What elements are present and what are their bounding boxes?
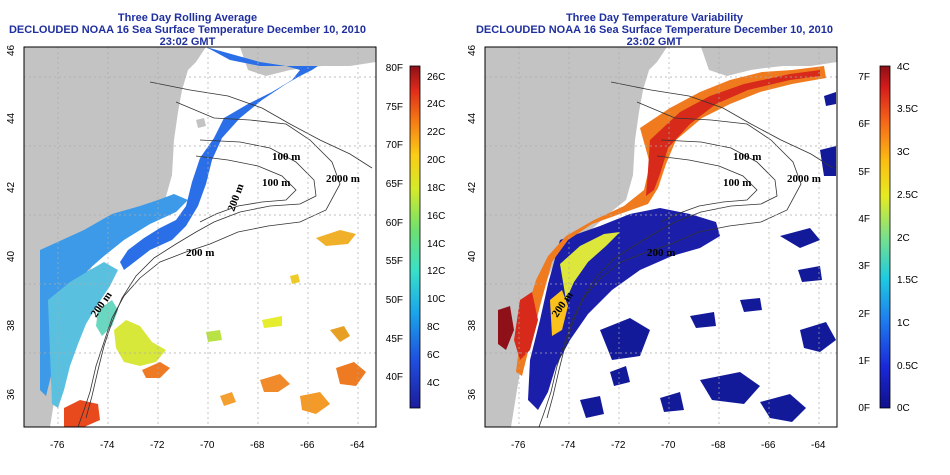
contour-label-2000m: 2000 m (787, 173, 821, 185)
contour-label-200m-b: 200 m (647, 247, 675, 259)
right-colorbar: 7F 6F 5F 4F 3F 2F 1F 0F 4C 3.5C 3C 2.5C … (858, 62, 918, 414)
left-ytick: 40 (6, 250, 17, 262)
left-ytick: 44 (6, 112, 17, 124)
left-cbar-f-label: 50F (386, 295, 403, 306)
right-xtick: -74 (561, 440, 576, 451)
right-title-line1: Three Day Temperature Variability (565, 12, 744, 24)
left-cbar-c-label: 10C (427, 294, 445, 305)
sst-shelf-blue (120, 47, 318, 270)
right-cbar-c-label: 0.5C (897, 361, 918, 372)
right-cbar-f-label: 0F (858, 403, 870, 414)
left-xtick: -66 (300, 440, 315, 451)
left-cbar-f-label: 80F (386, 63, 403, 74)
left-cbar-f-label: 70F (386, 140, 403, 151)
left-y-axis: 36 38 40 42 44 46 (6, 44, 17, 400)
contour-label-100m-b: 100 m (262, 177, 290, 189)
contour-label-100m-a: 100 m (733, 151, 761, 163)
left-cbar-c-label: 6C (427, 350, 440, 361)
left-xtick: -72 (150, 440, 165, 451)
contour-label-100m-a: 100 m (272, 151, 300, 163)
right-cbar-c-label: 2C (897, 233, 910, 244)
left-cbar-f-label: 55F (386, 256, 403, 267)
right-title-line2: DECLOUDED NOAA 16 Sea Surface Temperatur… (475, 24, 834, 48)
right-cbar-f-label: 6F (858, 119, 870, 130)
right-cbar-c-label: 2.5C (897, 190, 918, 201)
right-cbar-c-label: 0C (897, 403, 910, 414)
right-cbar-f-label: 5F (858, 167, 870, 178)
right-cbar-f-label: 1F (858, 356, 870, 367)
left-ytick: 46 (6, 44, 17, 56)
left-cbar-c-label: 22C (427, 127, 445, 138)
right-cbar-f-label: 4F (858, 214, 870, 225)
right-xtick: -76 (511, 440, 526, 451)
right-x-axis: -76 -74 -72 -70 -68 -66 -64 (511, 440, 826, 451)
right-cbar-f-label: 3F (858, 261, 870, 272)
right-cbar-c-label: 3.5C (897, 104, 918, 115)
left-cbar-c-label: 18C (427, 183, 445, 194)
left-cbar-f-label: 40F (386, 372, 403, 383)
right-xtick: -64 (811, 440, 826, 451)
right-xtick: -68 (711, 440, 726, 451)
right-xtick: -66 (761, 440, 776, 451)
left-xtick: -74 (100, 440, 115, 451)
left-cbar-f-label: 45F (386, 334, 403, 345)
left-cbar-f-label: 65F (386, 179, 403, 190)
right-map: 100 m 100 m 2000 m 200 m 200 m (484, 46, 838, 428)
left-cbar-c-label: 4C (427, 378, 440, 389)
left-xtick: -68 (250, 440, 265, 451)
right-cbar-c-label: 4C (897, 62, 910, 73)
contour-label-100m-b: 100 m (723, 177, 751, 189)
left-ytick: 38 (6, 319, 17, 331)
left-cbar-f-label: 60F (386, 218, 403, 229)
left-ytick: 42 (6, 181, 17, 193)
right-ytick: 40 (467, 250, 478, 262)
right-cbar-f-label: 7F (858, 72, 870, 83)
right-cbar-c-label: 1.5C (897, 275, 918, 286)
right-xtick: -70 (661, 440, 676, 451)
left-cbar-f-label: 75F (386, 102, 403, 113)
contour-label-200m-b: 200 m (186, 247, 214, 259)
left-xtick: -70 (200, 440, 215, 451)
left-cbar-c-label: 26C (427, 72, 445, 83)
right-ytick: 42 (467, 181, 478, 193)
contour-label-2000m: 2000 m (326, 173, 360, 185)
right-ytick: 44 (467, 112, 478, 124)
left-ytick: 36 (6, 388, 17, 400)
right-ytick: 36 (467, 388, 478, 400)
left-xtick: -76 (50, 440, 65, 451)
right-cbar-f-label: 2F (858, 309, 870, 320)
left-title-line2: DECLOUDED NOAA 16 Sea Surface Temperatur… (8, 24, 367, 48)
left-cbar-c-label: 12C (427, 266, 445, 277)
left-title: Three Day Rolling Average DECLOUDED NOAA… (0, 12, 375, 48)
left-title-line1: Three Day Rolling Average (117, 12, 258, 24)
right-cbar-c-label: 3C (897, 147, 910, 158)
left-cbar-c-label: 20C (427, 155, 445, 166)
left-x-axis: -76 -74 -72 -70 -68 -66 -64 (50, 440, 365, 451)
right-cbar-c-label: 1C (897, 318, 910, 329)
left-cbar-c-label: 8C (427, 322, 440, 333)
right-title: Three Day Temperature Variability DECLOU… (462, 12, 847, 48)
left-colorbar: 80F 75F 70F 65F 60F 55F 50F 45F 40F 26C … (386, 63, 445, 409)
left-cbar-c-label: 14C (427, 239, 445, 250)
right-ytick: 38 (467, 319, 478, 331)
right-y-axis: 36 38 40 42 44 46 (467, 44, 478, 400)
left-cbar-c-label: 16C (427, 211, 445, 222)
right-ytick: 46 (467, 44, 478, 56)
right-xtick: -72 (611, 440, 626, 451)
left-map: 100 m 100 m 2000 m 200 m 200 m 200 m (23, 46, 377, 428)
left-xtick: -64 (350, 440, 365, 451)
left-cbar-c-label: 24C (427, 99, 445, 110)
